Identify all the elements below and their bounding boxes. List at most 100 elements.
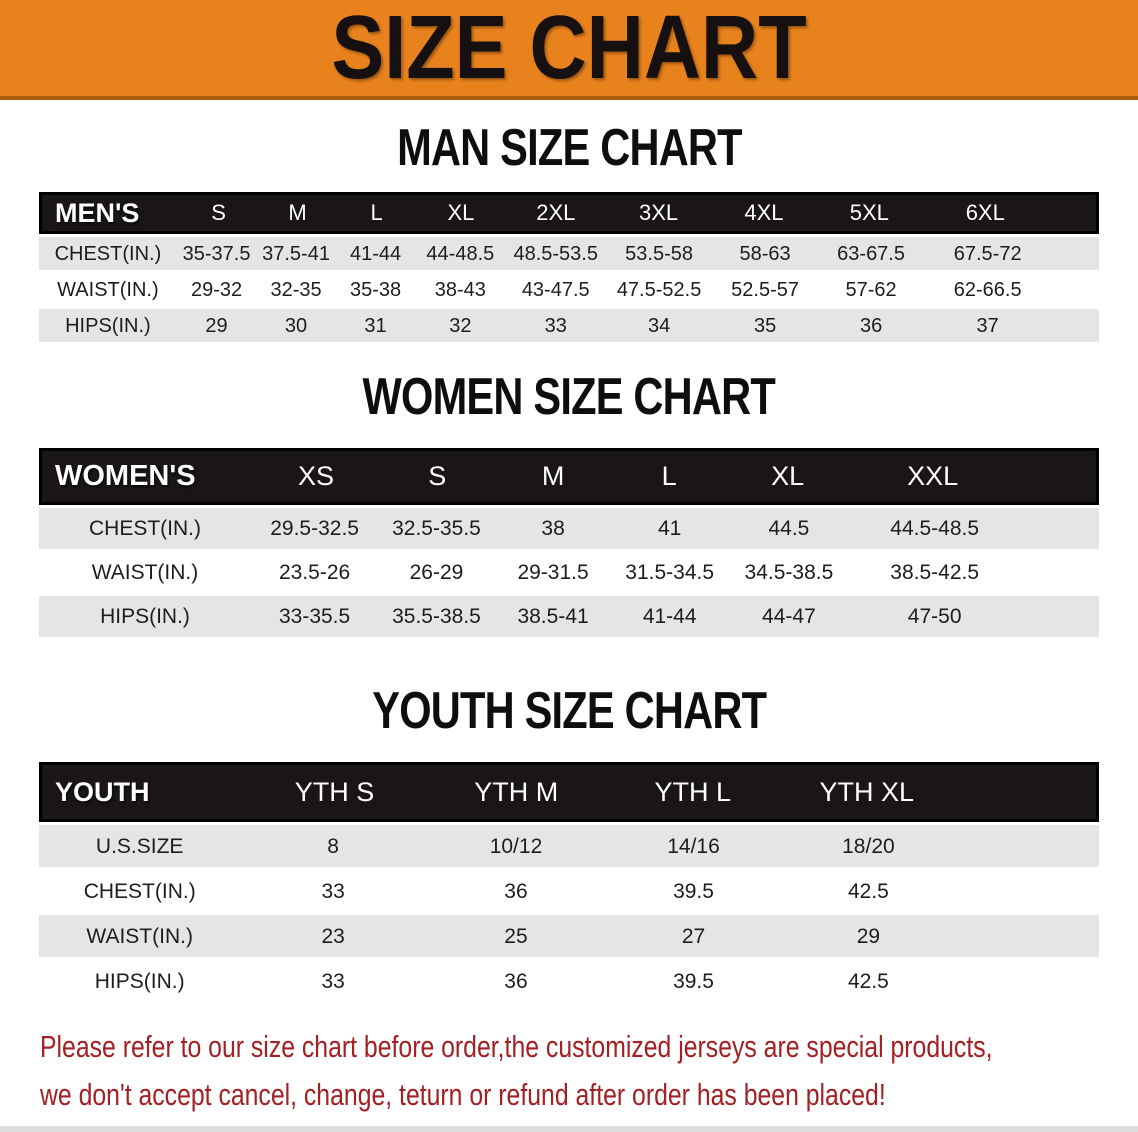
- men-column-header: 4XL: [744, 200, 784, 225]
- value-cell: 32.5-35.5: [392, 517, 481, 540]
- value-cell: 38.5-42.5: [890, 561, 980, 584]
- size-chart-banner: SIZE CHART: [0, 0, 1138, 100]
- value-cell: 39.5: [673, 879, 714, 903]
- value-cell: 34.5-38.5: [744, 561, 834, 584]
- women-column-header: L: [661, 461, 677, 491]
- value-cell: 25: [504, 924, 528, 948]
- value-cell: 29-31.5: [517, 561, 589, 584]
- disclaimer-line-1: Please refer to our size chart before or…: [40, 1029, 993, 1064]
- women-column-header: XS: [298, 461, 335, 491]
- value-cell: 10/12: [489, 834, 543, 858]
- women-size-chart-section: WOMEN SIZE CHART WOMEN'S XS S M L XL XXL CHEST(…: [0, 371, 1138, 637]
- youth-column-header: YTH XL: [819, 776, 914, 807]
- value-cell: 35-38: [349, 278, 402, 301]
- youth-column-header: YTH S: [294, 776, 375, 807]
- value-cell: 35: [753, 314, 777, 337]
- women-column-header: M: [541, 461, 565, 491]
- value-cell: 33: [321, 969, 345, 993]
- value-cell: 48.5-53.5: [513, 242, 598, 265]
- value-cell: 62-66.5: [953, 278, 1022, 301]
- row-label-cell: CHEST(IN.): [89, 517, 201, 540]
- women-header-label: WOMEN'S: [55, 460, 196, 492]
- men-column-header: 2XL: [536, 200, 576, 225]
- men-column-header: 3XL: [638, 200, 679, 225]
- value-cell: 32-35: [270, 278, 322, 301]
- value-cell: 35.5-38.5: [392, 605, 481, 628]
- women-table-row: WAIST(IN.) 23.5-26 26-29 29-31.5 31.5-34.5 34…: [39, 552, 1099, 593]
- value-cell: 35-37.5: [182, 242, 251, 265]
- value-cell: 29: [205, 314, 228, 337]
- value-cell: 18/20: [842, 834, 895, 858]
- value-cell: 41: [657, 517, 682, 540]
- value-cell: 44.5-48.5: [890, 517, 980, 540]
- value-cell: 39.5: [673, 969, 714, 993]
- value-cell: 42.5: [847, 969, 889, 993]
- women-header-row: WOMEN'S XS S M L XL XXL: [39, 448, 1099, 505]
- value-cell: 32: [449, 314, 472, 337]
- men-header-label: MEN'S: [55, 197, 140, 228]
- value-cell: 8: [327, 834, 339, 858]
- value-cell: 37: [976, 314, 999, 337]
- men-table-row: HIPS(IN.) 29 30 31 32 33 34 35 36 37: [39, 309, 1099, 342]
- value-cell: 31: [364, 314, 387, 337]
- youth-column-header: YTH M: [474, 776, 559, 807]
- women-size-table: WOMEN'S XS S M L XL XXL CHEST(IN.) 29.5-32.5 32.5…: [39, 448, 1099, 637]
- value-cell: 44-47: [762, 605, 816, 628]
- value-cell: 37.5-41: [262, 242, 330, 265]
- value-cell: 43-47.5: [521, 278, 590, 301]
- value-cell: 33-35.5: [278, 605, 351, 628]
- value-cell: 38: [541, 517, 565, 540]
- youth-table-row: WAIST(IN.) 23 25 27 29: [39, 915, 1099, 957]
- men-column-header: 5XL: [849, 200, 889, 225]
- youth-size-table: YOUTH YTH S YTH M YTH L YTH XL U.S.SIZE 8 10/12…: [39, 762, 1099, 1002]
- youth-header-row: YOUTH YTH S YTH M YTH L YTH XL: [39, 762, 1099, 822]
- value-cell: 14/16: [667, 834, 720, 858]
- bottom-edge-strip: [0, 1126, 1138, 1132]
- value-cell: 36: [859, 314, 883, 337]
- men-column-header: S: [211, 200, 226, 225]
- women-column-header: XXL: [907, 461, 959, 491]
- youth-section-title: YOUTH SIZE CHART: [372, 682, 767, 740]
- men-column-header: 6XL: [965, 200, 1005, 225]
- value-cell: 33: [544, 314, 567, 337]
- men-table-row: WAIST(IN.) 29-32 32-35 35-38 38-43 43-47.5 47.…: [39, 273, 1099, 306]
- value-cell: 30: [284, 314, 308, 337]
- youth-section-header: YOUTH SIZE CHART: [0, 682, 1138, 740]
- value-cell: 34: [647, 314, 671, 337]
- value-cell: 33: [321, 879, 345, 903]
- women-column-header: XL: [771, 461, 805, 491]
- value-cell: 42.5: [847, 879, 889, 903]
- man-section-header: MAN SIZE CHART: [0, 119, 1138, 177]
- man-size-chart-section: MAN SIZE CHART MEN'S S M L XL 2XL 3XL 4XL 5XL 6XL…: [0, 119, 1138, 342]
- value-cell: 47.5-52.5: [616, 278, 702, 301]
- women-column-header: S: [428, 461, 447, 491]
- value-cell: 38-43: [434, 278, 486, 301]
- youth-size-chart-section: YOUTH SIZE CHART YOUTH YTH S YTH M YTH L YTH…: [0, 682, 1138, 1002]
- value-cell: 41-44: [642, 605, 697, 628]
- row-label-cell: U.S.SIZE: [95, 834, 184, 858]
- value-cell: 57-62: [845, 278, 897, 301]
- value-cell: 38.5-41: [517, 605, 589, 628]
- women-table-row: CHEST(IN.) 29.5-32.5 32.5-35.5 38 41 44.5 44.5…: [39, 508, 1099, 549]
- men-table-row: CHEST(IN.) 35-37.5 37.5-41 41-44 44-48.5 48.5…: [39, 237, 1099, 270]
- men-size-table: MEN'S S M L XL 2XL 3XL 4XL 5XL 6XL CHEST(IN.) 35-37…: [39, 192, 1099, 342]
- youth-header-label: YOUTH: [55, 776, 150, 807]
- value-cell: 29.5-32.5: [270, 517, 359, 540]
- disclaimer: Please refer to our size chart before or…: [40, 1023, 1138, 1119]
- value-cell: 52.5-57: [731, 278, 799, 301]
- men-column-header: M: [288, 200, 307, 225]
- value-cell: 23.5-26: [278, 561, 351, 584]
- row-label-cell: HIPS(IN.): [65, 314, 151, 337]
- value-cell: 27: [681, 924, 706, 948]
- youth-column-header: YTH L: [654, 776, 732, 807]
- disclaimer-line-2: we don't accept cancel, change, teturn o…: [40, 1077, 886, 1112]
- women-table-row: HIPS(IN.) 33-35.5 35.5-38.5 38.5-41 41-44 44-…: [39, 596, 1099, 637]
- men-column-header: L: [370, 200, 383, 225]
- man-section-title: MAN SIZE CHART: [396, 119, 742, 177]
- row-label-cell: CHEST(IN.): [54, 242, 162, 265]
- value-cell: 31.5-34.5: [625, 561, 715, 584]
- value-cell: 58-63: [739, 242, 791, 265]
- value-cell: 36: [504, 879, 528, 903]
- value-cell: 63-67.5: [837, 242, 905, 265]
- row-label-cell: CHEST(IN.): [83, 879, 196, 903]
